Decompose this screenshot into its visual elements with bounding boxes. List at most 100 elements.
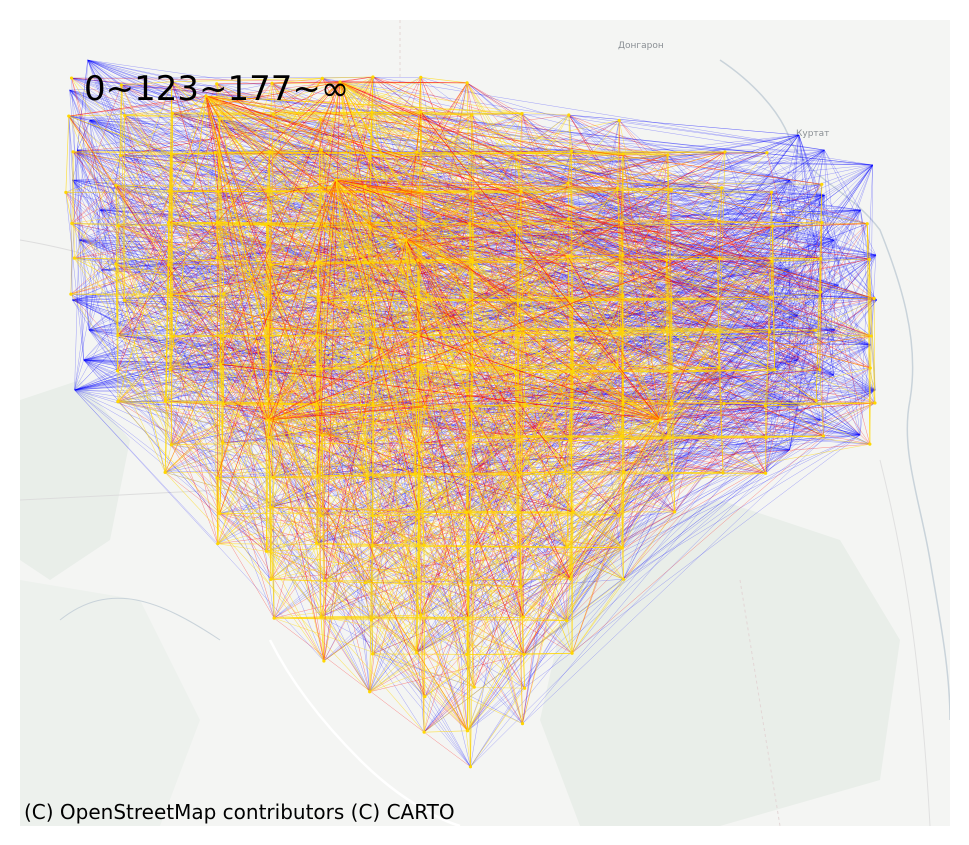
flow-edge — [667, 335, 872, 438]
flow-node — [569, 439, 573, 443]
flow-edge — [420, 512, 467, 616]
flow-edge — [466, 512, 568, 548]
flow-edge — [789, 179, 821, 421]
flow-edge — [517, 511, 524, 618]
flow-edge — [71, 187, 320, 224]
flow-edge — [205, 95, 719, 300]
flow-edge — [318, 76, 374, 188]
flow-edge — [322, 78, 789, 271]
flow-edge — [320, 616, 325, 662]
flow-edge — [816, 400, 875, 404]
flow-edge — [71, 223, 876, 391]
flow-edge — [372, 284, 839, 547]
flow-edge — [365, 582, 521, 588]
flow-edge — [89, 119, 667, 261]
flow-edge — [220, 81, 341, 365]
flow-node — [621, 577, 626, 581]
flow-edge — [571, 150, 789, 271]
flow-node — [565, 619, 569, 623]
flow-edge — [339, 81, 376, 292]
flow-edge — [271, 83, 473, 335]
flow-edge — [405, 239, 519, 301]
map-area[interactable]: Донгарон Куртат 0~123~177~∞ — [20, 20, 950, 826]
flow-edge — [674, 344, 871, 513]
forest-area — [540, 500, 900, 826]
flow-edge — [339, 81, 720, 368]
flow-edge — [659, 419, 870, 445]
flow-edge — [339, 81, 470, 224]
flow-node — [370, 544, 375, 548]
flow-edge — [797, 299, 878, 406]
flow-node — [771, 224, 775, 228]
flow-edge — [524, 405, 622, 437]
flow-edge — [568, 182, 722, 189]
flow-edge — [68, 115, 269, 421]
flow-edge — [724, 151, 800, 226]
flow-edge — [724, 151, 790, 181]
flow-edge — [320, 119, 322, 370]
flow-edge — [371, 437, 472, 621]
flow-edge — [789, 330, 816, 451]
flow-node — [369, 618, 373, 622]
flow-edge — [472, 179, 790, 194]
flow-edge — [273, 81, 341, 115]
flow-node — [271, 475, 275, 480]
flow-edge — [219, 512, 467, 514]
flow-node — [617, 118, 621, 123]
flow-edge — [405, 239, 517, 436]
flow-edge — [405, 239, 419, 512]
flow-edge — [468, 472, 766, 476]
flow-edge — [335, 179, 366, 444]
flow-node — [620, 546, 624, 550]
flow-edge — [417, 260, 468, 655]
flow-edge — [420, 111, 800, 226]
flow-edge — [335, 179, 574, 372]
flow-edge — [418, 511, 475, 688]
legend-label: 0~123~177~∞ — [84, 69, 350, 109]
flow-edge — [570, 134, 800, 441]
flow-node — [116, 224, 120, 228]
flow-edge — [171, 194, 825, 296]
flow-edge — [270, 239, 407, 580]
flow-edge — [568, 114, 821, 259]
flow-node — [323, 224, 327, 228]
flow-edge — [799, 194, 825, 226]
flow-node — [865, 222, 869, 226]
flow-edge — [272, 367, 468, 731]
flow-edge — [171, 262, 318, 446]
flow-edge — [789, 404, 799, 451]
flow-edge — [87, 59, 274, 478]
flow-node — [415, 650, 419, 655]
flow-edge — [423, 511, 574, 733]
flow-edge — [371, 335, 419, 620]
flow-node — [170, 80, 174, 84]
flow-edge — [118, 225, 374, 330]
flow-edge — [335, 153, 624, 181]
flow-edge — [71, 83, 217, 224]
flow-edge — [83, 329, 835, 361]
flow-edge — [216, 477, 322, 618]
flow-edge — [797, 223, 868, 316]
flow-edge — [369, 653, 373, 692]
flow-edge — [371, 619, 468, 732]
flow-edge — [339, 81, 719, 300]
flow-edge — [568, 114, 834, 376]
flow-node — [419, 110, 423, 114]
flow-edge — [466, 299, 661, 421]
flow-edge — [570, 269, 789, 580]
flow-edge — [165, 224, 800, 401]
flow-edge — [318, 259, 667, 301]
flow-edge — [339, 81, 817, 401]
flow-edge — [423, 731, 471, 767]
flow-edge — [335, 179, 821, 259]
flow-node — [116, 400, 120, 404]
flow-edge — [623, 405, 766, 473]
flow-edge — [219, 335, 224, 443]
flow-edge — [468, 583, 521, 588]
flow-edge — [370, 619, 373, 654]
flow-edge — [520, 191, 861, 211]
flow-edge — [317, 475, 425, 546]
flow-edge — [774, 259, 870, 370]
flow-edge — [205, 95, 524, 618]
flow-edge — [618, 402, 876, 516]
